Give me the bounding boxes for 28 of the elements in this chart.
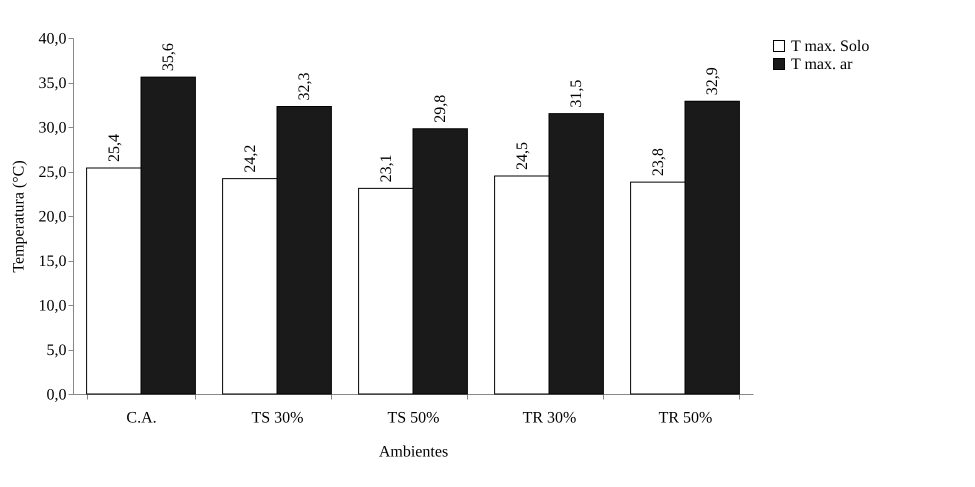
x-axis-title: Ambientes [378,444,448,460]
y-tick-label: 40,0 [38,30,66,48]
x-tick-label: TR 50% [658,410,712,426]
y-tick-label: 0,0 [46,386,66,404]
data-label: 23,1 [378,154,395,182]
legend-label: T max. Solo [791,38,870,55]
data-label: 32,9 [704,67,722,96]
y-tick-label: 25,0 [38,164,66,181]
data-label: 29,8 [432,94,450,123]
x-tick-label: TS 50% [388,410,440,426]
y-axis-title: Temperatura (°C) [10,160,28,273]
data-label: 31,5 [568,80,586,108]
data-label: 32,3 [296,72,314,101]
data-label: 24,2 [242,144,259,173]
y-tick-label: 20,0 [38,208,66,226]
x-tick-label: TR 30% [522,410,576,426]
x-tick-label: TS 30% [252,410,304,426]
y-tick-label: 15,0 [38,253,66,270]
y-tick-label: 30,0 [38,120,66,136]
data-label: 35,6 [160,43,178,72]
y-tick-label: 5,0 [46,342,66,359]
legend-label: T max. ar [791,56,854,73]
y-tick-label: 35,0 [38,75,66,92]
x-tick-label: C.A. [126,410,157,426]
data-label: 24,5 [514,142,531,170]
data-label: 25,4 [106,134,123,162]
data-label: 23,8 [650,148,667,176]
y-tick-label: 10,0 [38,298,66,314]
